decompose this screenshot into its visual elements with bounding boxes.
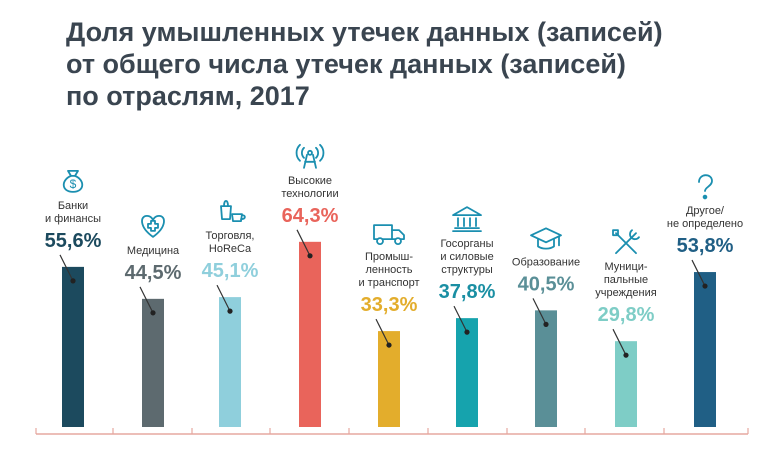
- category-label-8: Муници-пальные учреждения: [595, 261, 656, 299]
- leader-line-4: [296, 229, 311, 257]
- value-label-9: 53,8%: [677, 235, 734, 257]
- value-label-3: 45,1%: [202, 260, 259, 282]
- bar-5: [378, 331, 400, 427]
- leader-line-1: [59, 254, 74, 282]
- leader-line-8: [612, 328, 627, 356]
- leader-line-9: [691, 259, 706, 287]
- chart-title-line-2: от общего числа утечек данных (записей): [66, 49, 626, 79]
- bar-3: [219, 297, 241, 427]
- leader-line-2: [139, 286, 154, 314]
- leader-line-6: [453, 305, 468, 333]
- category-label-3: Торговля, HoReCa: [205, 230, 254, 255]
- bar-1: [62, 266, 84, 427]
- category-label-1: Банки и финансы: [45, 200, 101, 225]
- leader-dot-7: [543, 321, 549, 327]
- truck-icon: [373, 224, 405, 245]
- category-label-9: Другое/не определено: [667, 205, 743, 230]
- leader-dot-4: [307, 253, 313, 259]
- bar-7: [535, 310, 557, 427]
- category-label-6: Госорганы и силовые структуры: [440, 238, 493, 276]
- bar-2: [142, 298, 164, 427]
- category-label-5: Промыш-ленность и транспорт: [358, 251, 419, 289]
- tools-icon: [612, 229, 640, 255]
- leader-dot-5: [386, 342, 392, 348]
- chart-title-line-1: Доля умышленных утечек данных (записей): [66, 17, 663, 47]
- value-label-6: 37,8%: [439, 281, 496, 303]
- value-label-8: 29,8%: [598, 304, 655, 326]
- value-label-7: 40,5%: [518, 273, 575, 295]
- value-label-1: 55,6%: [45, 230, 102, 252]
- category-label-7: Образование: [512, 256, 580, 268]
- shopping-cup-icon: [220, 199, 246, 223]
- svg-text:$: $: [70, 177, 77, 191]
- value-label-5: 33,3%: [361, 294, 418, 316]
- bar-8: [615, 341, 637, 427]
- chart-title: Доля умышленных утечек данных (записей) …: [66, 16, 756, 112]
- bar-6: [456, 318, 478, 427]
- question-mark-icon: [698, 174, 713, 200]
- bar-4: [299, 241, 321, 427]
- value-label-2: 44,5%: [125, 262, 182, 284]
- leader-dot-2: [150, 310, 156, 316]
- leader-dot-8: [623, 352, 629, 358]
- leader-dot-6: [464, 329, 470, 335]
- value-label-4: 64,3%: [282, 205, 339, 227]
- graduation-cap-icon: [530, 227, 562, 250]
- bar-9: [694, 272, 716, 427]
- leader-line-3: [216, 284, 231, 312]
- leader-line-5: [375, 318, 390, 346]
- category-label-4: Высокие технологии: [281, 175, 338, 200]
- money-bag-icon: $: [62, 169, 84, 193]
- signal-tower-icon: [295, 143, 325, 169]
- leader-dot-9: [702, 283, 708, 289]
- government-building-icon: [452, 206, 482, 233]
- category-label-2: Медицина: [127, 245, 180, 257]
- leader-line-7: [532, 298, 547, 325]
- leader-dot-1: [70, 278, 76, 284]
- leader-dot-3: [227, 308, 233, 314]
- medical-cross-icon: [141, 214, 165, 238]
- chart-title-line-3: по отраслям, 2017: [66, 81, 310, 111]
